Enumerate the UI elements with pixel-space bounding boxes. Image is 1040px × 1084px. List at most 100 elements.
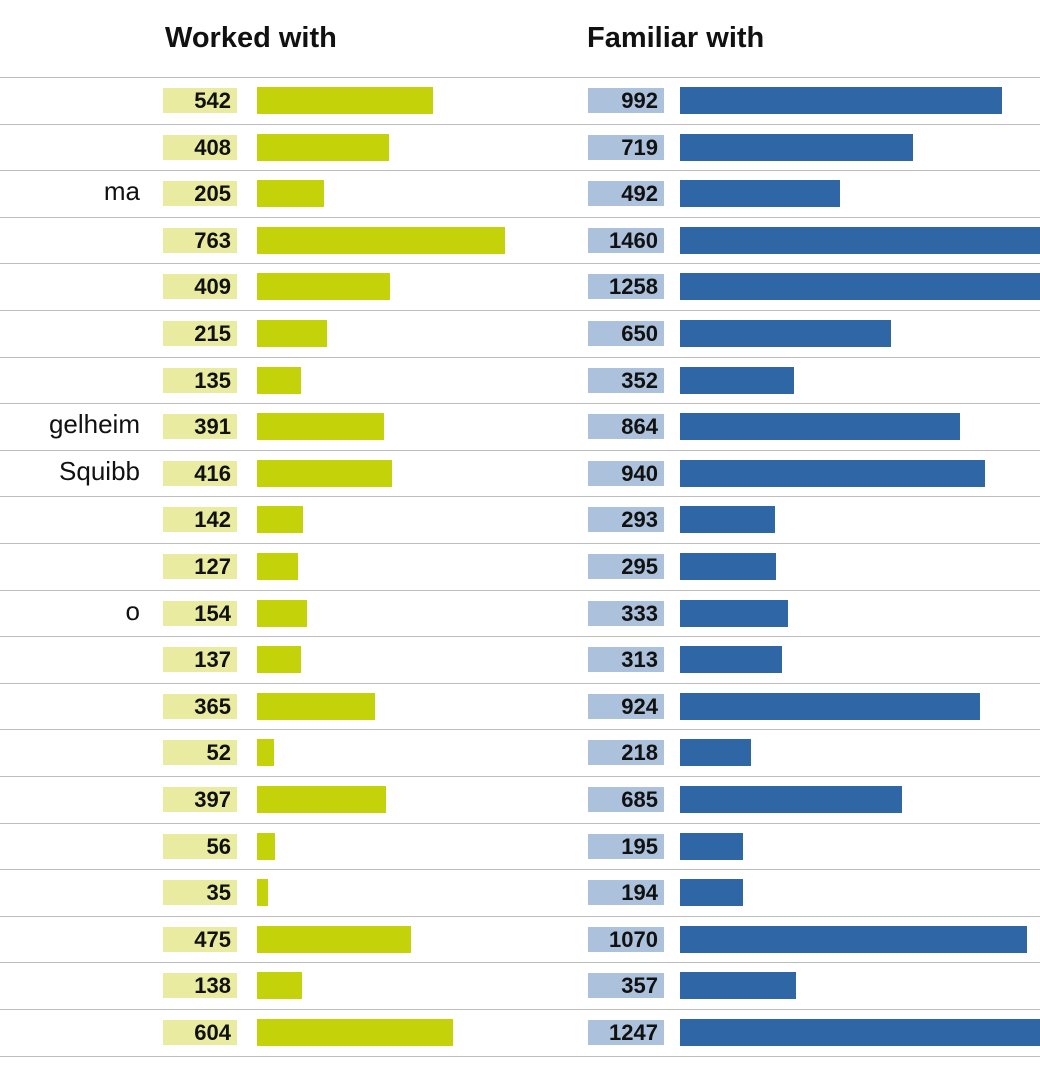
worked-value-label: 365 <box>163 693 237 719</box>
familiar-value-label: 295 <box>588 554 664 579</box>
row-divider <box>0 216 1040 218</box>
worked-bar <box>257 972 302 1000</box>
row-divider <box>0 263 1040 265</box>
familiar-bar <box>680 739 751 767</box>
row-divider <box>0 869 1040 871</box>
familiar-value-label: 685 <box>588 787 664 812</box>
chart-row: 52 218 <box>0 729 1040 775</box>
familiar-value-label: 1258 <box>588 274 664 300</box>
worked-bar <box>257 832 276 860</box>
worked-bar <box>257 180 324 208</box>
worked-bar <box>257 553 299 580</box>
worked-bar <box>257 87 433 114</box>
familiar-bar <box>680 180 840 208</box>
familiar-bar <box>680 366 795 394</box>
chart-row: o 154 333 <box>0 590 1040 636</box>
row-divider <box>0 636 1040 638</box>
worked-value-label: 137 <box>163 647 237 673</box>
worked-bar <box>257 506 304 534</box>
familiar-bar <box>680 87 1002 114</box>
row-divider <box>0 356 1040 358</box>
familiar-bar <box>680 506 776 534</box>
chart-row: 137 313 <box>0 636 1040 682</box>
row-divider <box>0 729 1040 731</box>
familiar-bar <box>680 692 980 720</box>
familiar-value-label: 333 <box>588 600 664 626</box>
worked-bar <box>257 1019 453 1046</box>
familiar-bar <box>680 972 796 1000</box>
worked-value-label: 52 <box>163 740 237 766</box>
worked-value-label: 56 <box>163 833 237 859</box>
chart-row: 142 293 <box>0 496 1040 542</box>
familiar-bar <box>680 320 891 347</box>
familiar-value-label: 940 <box>588 460 664 486</box>
row-divider <box>0 77 1040 78</box>
chart-row: 475 1070 <box>0 916 1040 962</box>
familiar-value-label: 924 <box>588 693 664 719</box>
chart-row: 138 357 <box>0 962 1040 1008</box>
familiar-value-label: 719 <box>588 134 664 160</box>
familiar-value-label: 195 <box>588 833 664 859</box>
worked-value-label: 135 <box>163 367 237 393</box>
worked-value-label: 409 <box>163 274 237 300</box>
chart-row: 409 1258 <box>0 263 1040 309</box>
familiar-value-label: 992 <box>588 88 664 113</box>
worked-with-header: Worked with <box>165 22 337 54</box>
worked-bar <box>257 739 274 767</box>
familiar-value-label: 194 <box>588 880 664 906</box>
familiar-bar <box>680 553 776 580</box>
familiar-value-label: 1460 <box>588 227 664 253</box>
familiar-bar <box>680 925 1028 953</box>
row-divider <box>0 822 1040 824</box>
row-divider <box>0 776 1040 777</box>
row-divider <box>0 682 1040 684</box>
category-label: ma <box>103 176 140 207</box>
familiar-value-label: 492 <box>588 181 664 207</box>
category-label: Squibb <box>59 455 140 486</box>
row-divider <box>0 589 1040 591</box>
worked-bar <box>257 320 327 347</box>
chart-row: Squibb 416 940 <box>0 450 1040 496</box>
row-divider <box>0 170 1040 172</box>
worked-value-label: 138 <box>163 973 237 999</box>
familiar-bar <box>680 459 986 487</box>
familiar-value-label: 1247 <box>588 1020 664 1045</box>
category-label: gelheim <box>48 409 140 440</box>
chart-row: 35 194 <box>0 869 1040 915</box>
familiar-bar <box>680 832 744 860</box>
row-divider <box>0 403 1040 405</box>
familiar-value-label: 864 <box>588 414 664 440</box>
worked-bar <box>257 413 384 441</box>
category-label: o <box>125 595 140 626</box>
familiar-value-label: 352 <box>588 367 664 393</box>
worked-value-label: 604 <box>163 1020 237 1045</box>
familiar-with-header: Familiar with <box>587 22 765 54</box>
row-divider <box>0 962 1040 964</box>
worked-value-label: 475 <box>163 926 237 952</box>
worked-bar <box>257 879 269 907</box>
chart-row: 365 924 <box>0 683 1040 729</box>
worked-bar <box>257 226 505 254</box>
chart-row: gelheim 391 864 <box>0 403 1040 449</box>
chart-row: 397 685 <box>0 776 1040 822</box>
familiar-bar <box>680 1019 1040 1046</box>
chart-row: 56 195 <box>0 823 1040 869</box>
worked-bar <box>257 459 392 487</box>
row-divider <box>0 310 1040 311</box>
familiar-value-label: 650 <box>588 321 664 346</box>
chart-row: 127 295 <box>0 543 1040 589</box>
chart-row: 215 650 <box>0 310 1040 356</box>
worked-value-label: 127 <box>163 554 237 579</box>
worked-value-label: 542 <box>163 88 237 113</box>
familiar-value-label: 313 <box>588 647 664 673</box>
worked-value-label: 416 <box>163 460 237 486</box>
familiar-value-label: 218 <box>588 740 664 766</box>
worked-value-label: 408 <box>163 134 237 160</box>
worked-bar <box>257 133 390 161</box>
row-divider <box>0 496 1040 498</box>
row-divider <box>0 123 1040 125</box>
worked-value-label: 35 <box>163 880 237 906</box>
worked-bar <box>257 273 390 301</box>
chart-row: ma 205 492 <box>0 170 1040 216</box>
